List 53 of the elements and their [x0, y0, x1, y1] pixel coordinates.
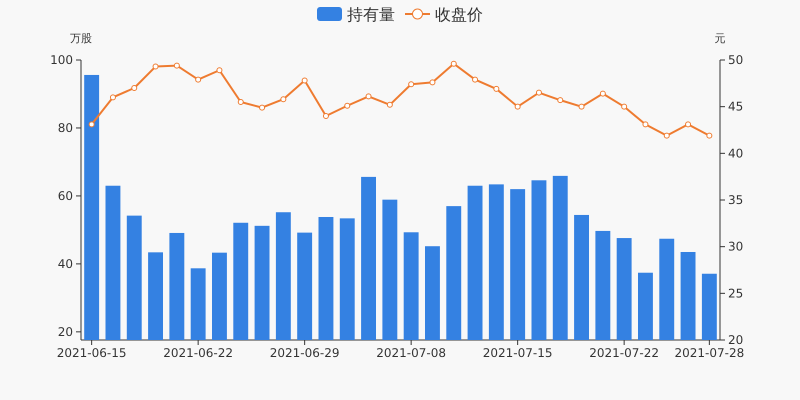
x-tick-label: 2021-06-15 — [56, 346, 127, 360]
point — [706, 132, 712, 139]
point — [216, 67, 222, 74]
x-tick-label: 2021-07-28 — [674, 346, 744, 360]
point — [174, 62, 180, 69]
point — [386, 102, 393, 108]
y-tick-label: 80 — [58, 120, 73, 135]
point — [366, 93, 372, 100]
y2-tick-label: 30 — [728, 240, 744, 254]
y2-tick-label: 35 — [728, 193, 744, 207]
x-tick-label: 2021-06-29 — [270, 346, 340, 360]
y-axis-title: 万股 — [70, 32, 92, 45]
point — [536, 90, 542, 96]
point — [131, 85, 138, 91]
point — [259, 104, 266, 111]
point — [642, 121, 648, 128]
point — [344, 102, 350, 109]
legend-label: 收盘价 — [435, 5, 483, 24]
x-tick-label: 2021-07-22 — [589, 346, 660, 360]
y2-tick-label: 45 — [728, 100, 744, 114]
point — [493, 86, 500, 92]
point — [429, 79, 436, 86]
point — [685, 121, 692, 128]
point — [152, 64, 159, 70]
y-tick-label: 40 — [58, 256, 73, 271]
y2-tick-label: 25 — [728, 286, 744, 300]
x-tick-label: 2021-06-22 — [163, 346, 234, 360]
point — [472, 76, 478, 83]
point — [664, 132, 670, 139]
y2-tick-label: 20 — [728, 333, 744, 347]
y-tick-label: 20 — [58, 324, 73, 339]
point — [88, 121, 95, 128]
point — [408, 81, 414, 88]
point — [195, 76, 202, 83]
point — [302, 78, 308, 84]
point — [280, 96, 286, 102]
point — [621, 104, 628, 110]
point — [238, 99, 244, 105]
point — [110, 94, 116, 100]
y-tick-label: 100 — [50, 53, 73, 67]
point — [600, 90, 606, 97]
point — [557, 97, 564, 104]
x-tick-label: 2021-07-15 — [482, 346, 553, 360]
y2-tick-label: 50 — [728, 53, 744, 67]
point — [578, 104, 585, 110]
legend-label: 持有量 — [347, 5, 395, 24]
point — [322, 113, 329, 119]
y-tick-label: 60 — [58, 188, 73, 203]
x-tick-label: 2021-07-08 — [376, 346, 446, 360]
point — [450, 60, 457, 67]
y2-tick-label: 40 — [728, 146, 744, 160]
point — [514, 104, 521, 110]
y2-axis-title: 元 — [714, 32, 726, 45]
